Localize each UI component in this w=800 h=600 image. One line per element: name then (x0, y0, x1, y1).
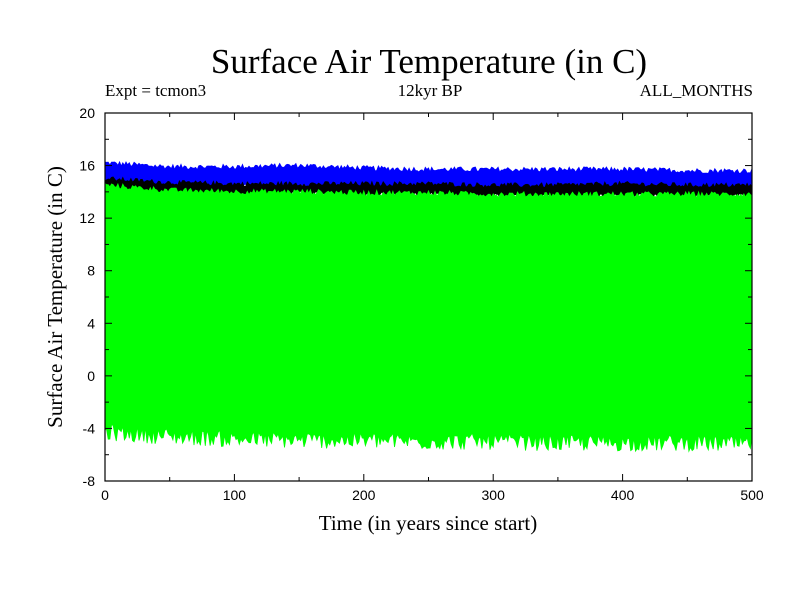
x-axis-title: Time (in years since start) (319, 511, 538, 535)
tick-layer: 0 100 200 300 400 500 -8 -4 0 4 8 12 16 20 (79, 105, 763, 503)
chart-title: Surface Air Temperature (in C) (210, 42, 648, 81)
y-tick-label: -8 (83, 473, 96, 489)
experiment-label: Expt = tcmon3 (105, 81, 207, 100)
x-tick-label: 100 (223, 487, 247, 503)
y-tick-label: 20 (79, 105, 95, 121)
x-tick-label: 0 (101, 487, 109, 503)
y-tick-label: 0 (87, 368, 95, 384)
x-tick-label: 500 (740, 487, 764, 503)
period-label: 12kyr BP (397, 81, 463, 100)
y-tick-label: 12 (79, 210, 95, 226)
x-tick-label: 400 (611, 487, 635, 503)
y-axis-title: Surface Air Temperature (in C) (43, 166, 67, 428)
x-tick-label: 200 (352, 487, 376, 503)
y-tick-label: 4 (87, 315, 95, 331)
series-band-3 (104, 182, 753, 453)
y-tick-label: -4 (83, 420, 96, 436)
series-layer (104, 160, 753, 453)
x-tick-label: 300 (482, 487, 506, 503)
months-label: ALL_MONTHS (639, 81, 753, 100)
y-tick-label: 16 (79, 158, 95, 174)
y-tick-label: 8 (87, 263, 95, 279)
